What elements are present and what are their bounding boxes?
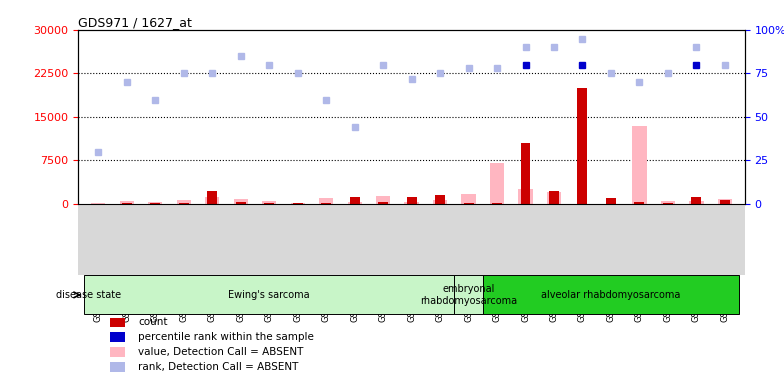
Bar: [120, 201, 134, 204]
Text: rank, Detection Call = ABSENT: rank, Detection Call = ABSENT: [138, 362, 299, 372]
Bar: [321, 203, 331, 204]
Bar: [291, 203, 305, 204]
Bar: [319, 198, 333, 204]
Bar: [236, 202, 245, 204]
Text: value, Detection Call = ABSENT: value, Detection Call = ABSENT: [138, 347, 303, 357]
Bar: [207, 191, 217, 204]
Bar: [405, 202, 419, 204]
Bar: [454, 276, 483, 314]
Text: alveolar rhabdomyosarcoma: alveolar rhabdomyosarcoma: [541, 290, 681, 300]
Bar: [691, 198, 702, 204]
Bar: [661, 201, 675, 204]
Bar: [91, 203, 106, 204]
Text: disease state: disease state: [56, 290, 121, 300]
Bar: [634, 202, 644, 204]
Bar: [435, 195, 445, 204]
Text: GDS971 / 1627_at: GDS971 / 1627_at: [78, 16, 192, 29]
Bar: [262, 201, 276, 204]
Bar: [148, 202, 162, 204]
Bar: [347, 201, 361, 204]
Bar: [378, 201, 388, 204]
Text: embryonal
rhabdomyosarcoma: embryonal rhabdomyosarcoma: [420, 284, 517, 306]
Bar: [717, 199, 732, 204]
Bar: [376, 196, 390, 204]
Bar: [292, 203, 303, 204]
Bar: [205, 197, 220, 204]
Bar: [578, 88, 587, 204]
Bar: [492, 203, 502, 204]
Bar: [433, 200, 447, 204]
Bar: [151, 203, 160, 204]
Bar: [111, 362, 125, 372]
Bar: [720, 200, 730, 204]
Bar: [490, 163, 504, 204]
Bar: [521, 143, 531, 204]
Text: count: count: [138, 317, 168, 327]
Bar: [350, 198, 360, 204]
Bar: [549, 191, 559, 204]
Text: Ewing's sarcoma: Ewing's sarcoma: [228, 290, 310, 300]
Bar: [176, 200, 191, 204]
Bar: [633, 126, 647, 204]
Bar: [179, 203, 189, 204]
Bar: [84, 276, 454, 314]
Bar: [689, 201, 703, 204]
Bar: [264, 203, 274, 204]
Bar: [606, 198, 616, 204]
Bar: [462, 194, 476, 204]
Bar: [663, 203, 673, 204]
Bar: [111, 332, 125, 342]
Bar: [463, 203, 474, 204]
Bar: [234, 199, 248, 204]
Bar: [547, 192, 561, 204]
Bar: [111, 347, 125, 357]
Bar: [483, 276, 739, 314]
Bar: [518, 189, 532, 204]
Bar: [407, 197, 416, 204]
Text: percentile rank within the sample: percentile rank within the sample: [138, 332, 314, 342]
Bar: [122, 203, 132, 204]
Bar: [111, 318, 125, 327]
